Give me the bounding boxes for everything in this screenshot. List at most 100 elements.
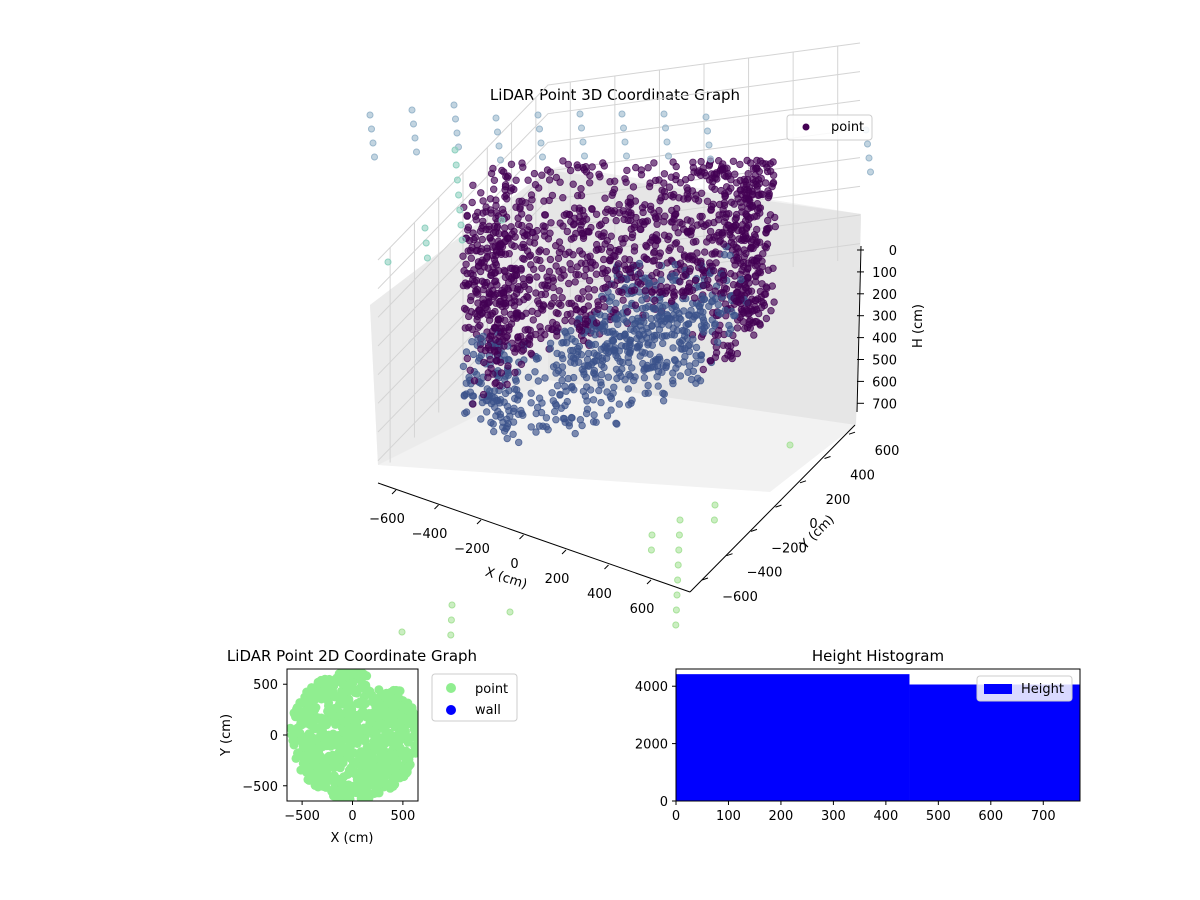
plot-area-2d	[287, 669, 418, 801]
data-point	[746, 324, 754, 332]
data-point-2d	[372, 769, 382, 779]
data-point	[631, 301, 640, 309]
data-point	[448, 601, 456, 609]
data-point	[498, 205, 507, 214]
data-point	[712, 349, 721, 357]
data-point	[538, 171, 546, 179]
x-tick-label: 0	[510, 557, 518, 572]
data-point	[476, 321, 484, 330]
data-point	[689, 238, 698, 246]
data-point	[603, 266, 612, 275]
data-point	[672, 171, 680, 180]
data-point-2d	[331, 703, 340, 713]
data-point	[491, 348, 499, 356]
data-point	[629, 183, 638, 191]
data-point-2d	[303, 754, 313, 764]
h-tick-label: 100	[872, 266, 897, 281]
data-point	[714, 301, 722, 309]
y-tick-label: 200	[826, 493, 851, 508]
data-point	[699, 281, 708, 290]
data-point-2d	[367, 751, 377, 761]
data-point	[684, 320, 692, 328]
data-point	[722, 285, 731, 293]
data-point	[624, 216, 632, 225]
data-point	[688, 187, 697, 195]
data-point-2d	[411, 744, 418, 754]
data-point	[492, 228, 500, 237]
data-point	[699, 316, 708, 324]
data-point	[742, 232, 750, 240]
x-tick-label-2d: −500	[284, 809, 320, 824]
histogram-bar	[909, 684, 1080, 801]
data-point	[599, 295, 607, 303]
data-point	[731, 170, 739, 178]
data-point	[473, 241, 481, 249]
data-point	[754, 206, 762, 215]
data-point	[478, 277, 486, 285]
y-tick	[775, 504, 782, 508]
data-point	[480, 358, 488, 367]
data-point	[641, 349, 649, 357]
data-point	[686, 341, 694, 349]
data-point	[747, 287, 756, 295]
h-tick-label: 500	[872, 354, 897, 369]
data-point	[469, 181, 477, 189]
data-point	[566, 260, 574, 268]
data-point	[662, 124, 669, 132]
data-point	[612, 419, 620, 427]
data-point	[661, 212, 669, 220]
grid-line	[377, 42, 861, 261]
data-point	[618, 288, 626, 297]
data-point	[519, 163, 527, 171]
data-point	[536, 323, 544, 331]
data-point-2d	[358, 753, 368, 763]
data-point	[467, 254, 475, 262]
data-point	[607, 406, 615, 414]
data-point-2d	[363, 781, 373, 791]
data-point	[705, 234, 714, 242]
data-point	[545, 267, 554, 276]
data-point-2d	[373, 713, 383, 723]
data-point	[663, 358, 671, 367]
data-point	[483, 247, 491, 256]
data-point	[546, 255, 555, 264]
data-point	[611, 266, 619, 274]
data-point	[752, 296, 760, 305]
data-point-2d	[303, 699, 313, 709]
data-point	[369, 139, 377, 147]
data-point	[487, 364, 495, 373]
data-point	[539, 302, 547, 310]
data-point	[762, 179, 770, 187]
data-point	[636, 269, 644, 277]
data-point	[729, 157, 738, 165]
data-point	[655, 252, 663, 260]
data-point	[578, 124, 585, 132]
data-point	[519, 275, 527, 283]
data-point	[490, 427, 498, 436]
data-point	[610, 383, 618, 391]
data-point	[630, 376, 638, 385]
data-point	[602, 208, 610, 216]
data-point	[527, 389, 535, 397]
data-point	[490, 185, 498, 193]
data-point	[557, 351, 566, 359]
data-point	[609, 337, 618, 345]
data-point	[704, 127, 711, 135]
data-point	[501, 316, 509, 324]
legend-marker-point	[802, 123, 810, 131]
data-point	[534, 354, 542, 362]
data-point	[719, 166, 727, 174]
data-point	[500, 308, 509, 316]
data-point-2d	[403, 737, 413, 747]
data-point	[581, 362, 589, 370]
x-tick	[434, 504, 439, 510]
data-point	[600, 363, 608, 372]
data-point	[486, 355, 494, 364]
data-point	[408, 106, 416, 114]
data-point	[484, 373, 492, 382]
data-point	[527, 349, 535, 358]
data-point	[676, 516, 684, 524]
data-point	[549, 363, 558, 371]
data-point	[368, 125, 375, 133]
data-point	[672, 364, 680, 372]
